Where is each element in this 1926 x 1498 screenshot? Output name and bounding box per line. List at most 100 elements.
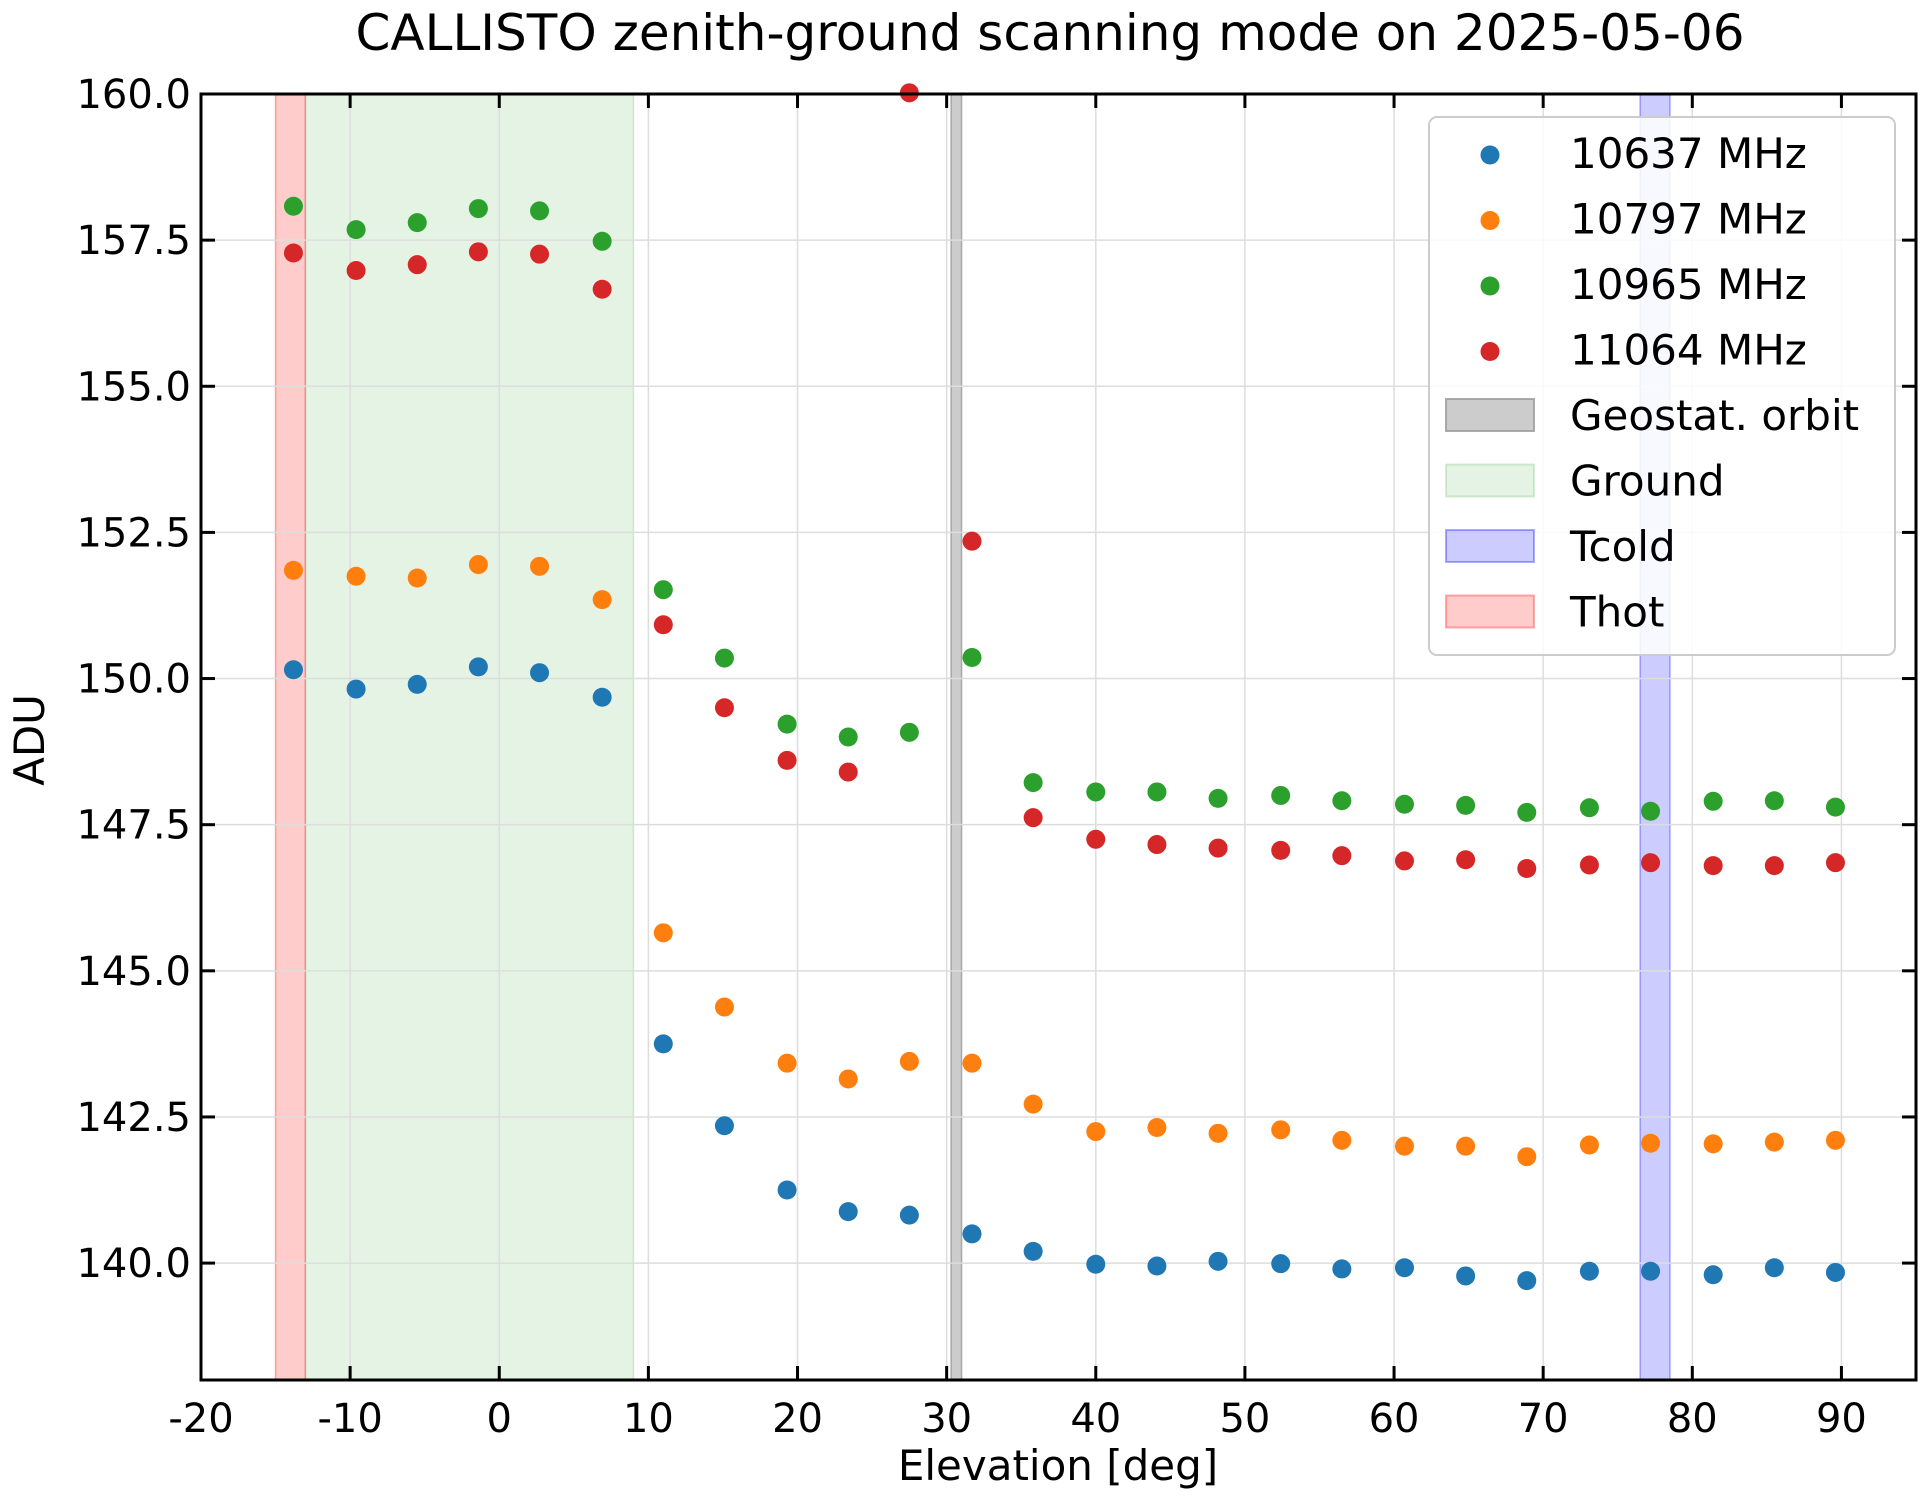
point-10965-mhz: [714, 648, 734, 668]
point-10797-mhz: [777, 1053, 797, 1073]
point-10637-mhz: [962, 1224, 982, 1244]
point-11064-mhz: [653, 615, 673, 635]
point-11064-mhz: [1456, 850, 1476, 870]
region-ground: [304, 93, 635, 1381]
point-10637-mhz: [1579, 1261, 1599, 1281]
point-10637-mhz: [653, 1034, 673, 1054]
point-10797-mhz: [1579, 1135, 1599, 1155]
x-tick-label: 90: [1816, 1396, 1867, 1442]
point-10637-mhz: [1208, 1251, 1228, 1271]
point-10965-mhz: [1394, 794, 1414, 814]
point-10797-mhz: [1825, 1130, 1845, 1150]
point-10637-mhz: [899, 1205, 919, 1225]
legend-marker-11064-mhz: [1480, 342, 1500, 361]
plot-frame: [199, 92, 1918, 1382]
point-10637-mhz: [346, 679, 366, 699]
regions-layer: [274, 93, 1671, 1381]
point-10797-mhz: [962, 1053, 982, 1073]
legend-box: [1428, 116, 1896, 656]
point-10797-mhz: [1456, 1136, 1476, 1156]
point-10637-mhz: [1456, 1266, 1476, 1286]
point-11064-mhz: [714, 698, 734, 718]
point-10965-mhz: [1456, 795, 1476, 815]
point-11064-mhz: [1394, 851, 1414, 871]
point-10637-mhz: [1023, 1241, 1043, 1261]
point-10797-mhz: [1147, 1117, 1167, 1137]
point-10965-mhz: [468, 199, 488, 219]
point-10965-mhz: [777, 714, 797, 734]
point-10965-mhz: [407, 213, 427, 233]
point-10797-mhz: [592, 590, 612, 610]
x-tick-label: 10: [623, 1396, 674, 1442]
chart-title: CALLISTO zenith-ground scanning mode on …: [355, 4, 1744, 62]
legend-marker-10797-mhz: [1480, 211, 1500, 230]
point-10637-mhz: [1147, 1256, 1167, 1276]
point-11064-mhz: [1023, 808, 1043, 828]
legend-patch-ground: [1445, 463, 1535, 498]
point-10965-mhz: [1086, 782, 1106, 802]
point-10637-mhz: [1764, 1258, 1784, 1278]
region-thot: [274, 93, 307, 1381]
legend-label-geostat-orbit: Geostat. orbit: [1570, 391, 1859, 440]
legend-label-thot: Thot: [1569, 588, 1664, 637]
point-11064-mhz: [1825, 853, 1845, 873]
legend-marker-10637-mhz: [1480, 145, 1500, 165]
point-10637-mhz: [530, 663, 550, 683]
point-11064-mhz: [468, 242, 488, 262]
y-tick-label: 142.5: [76, 1095, 191, 1141]
ticks-layer: -20 -10 0 10 20 30 40 50 60 70 80 90 140.0 142.5 145.0…: [76, 72, 1916, 1442]
y-tick-label: 160.0: [76, 72, 191, 118]
x-tick-label: 20: [772, 1396, 823, 1442]
point-10965-mhz: [1271, 785, 1291, 805]
x-tick-label: 30: [921, 1396, 972, 1442]
y-tick-label: 155.0: [76, 364, 191, 410]
point-10637-mhz: [838, 1202, 858, 1222]
point-10637-mhz: [714, 1116, 734, 1136]
point-11064-mhz: [346, 261, 366, 281]
point-10797-mhz: [468, 555, 488, 575]
point-10965-mhz: [899, 722, 919, 742]
point-10965-mhz: [838, 727, 858, 747]
x-tick-label: 40: [1070, 1396, 1121, 1442]
point-11064-mhz: [1517, 859, 1537, 879]
point-10637-mhz: [1394, 1258, 1414, 1278]
point-10797-mhz: [1023, 1094, 1043, 1114]
x-tick-label: 0: [487, 1396, 512, 1442]
point-11064-mhz: [777, 750, 797, 770]
point-10797-mhz: [1086, 1122, 1106, 1142]
y-tick-label: 150.0: [76, 657, 191, 703]
point-11064-mhz: [1641, 853, 1661, 873]
point-10965-mhz: [530, 201, 550, 221]
x-tick-label: 50: [1219, 1396, 1270, 1442]
point-11064-mhz: [1208, 838, 1228, 858]
point-10797-mhz: [653, 923, 673, 943]
legend-patch-geostat-orbit: [1445, 398, 1535, 432]
point-10797-mhz: [283, 560, 303, 580]
legend-label-ground: Ground: [1570, 457, 1725, 506]
point-10965-mhz: [1764, 791, 1784, 811]
point-10797-mhz: [530, 556, 550, 576]
point-11064-mhz: [962, 531, 982, 551]
legend-patch-tcold: [1445, 529, 1535, 563]
point-10965-mhz: [346, 220, 366, 240]
y-tick-label: 140.0: [76, 1241, 191, 1287]
point-10637-mhz: [777, 1180, 797, 1200]
legend: 10637 MHz 10797 MHz 10965 MHz 11064 MHz Geos…: [1428, 116, 1896, 656]
point-10965-mhz: [1517, 802, 1537, 822]
legend-label-10797-mhz: 10797 MHz: [1570, 195, 1807, 244]
point-10637-mhz: [1703, 1265, 1723, 1285]
point-10797-mhz: [1394, 1136, 1414, 1156]
point-11064-mhz: [1579, 855, 1599, 875]
point-10637-mhz: [1517, 1271, 1537, 1291]
point-10965-mhz: [283, 196, 303, 216]
point-10965-mhz: [1332, 791, 1352, 811]
point-10797-mhz: [346, 566, 366, 586]
point-10965-mhz: [1825, 797, 1845, 817]
y-tick-label: 147.5: [76, 803, 191, 849]
point-11064-mhz: [407, 255, 427, 275]
point-11064-mhz: [838, 762, 858, 782]
point-10637-mhz: [468, 657, 488, 677]
point-11064-mhz: [1271, 840, 1291, 860]
point-10797-mhz: [1641, 1133, 1661, 1153]
